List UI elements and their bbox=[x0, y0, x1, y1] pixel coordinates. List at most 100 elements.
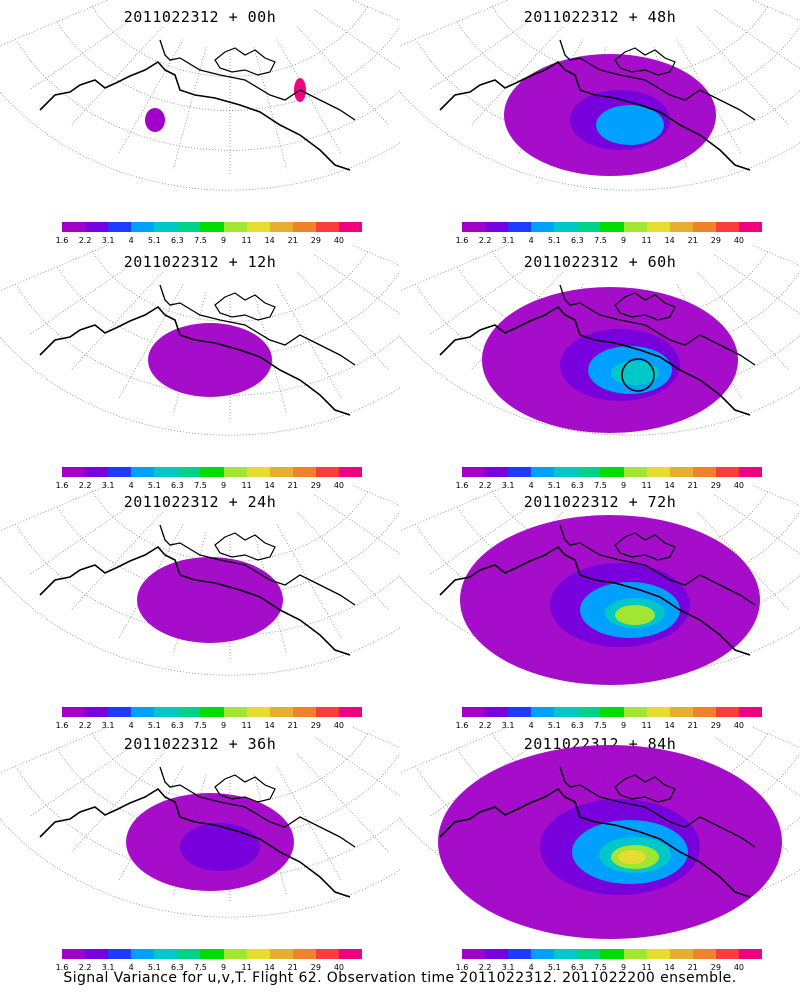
colorbar-swatch bbox=[715, 222, 740, 232]
colorbar-swatch bbox=[554, 949, 578, 959]
colorbar-swatch bbox=[292, 467, 317, 477]
panel-title: 2011022312 + 12h bbox=[123, 253, 277, 271]
colorbar-tick-label: 5.1 bbox=[547, 721, 561, 730]
panel-title: 2011022312 + 60h bbox=[523, 253, 677, 271]
colorbar-tick-label: 9 bbox=[620, 963, 627, 972]
colorbar-tick-label: 11 bbox=[641, 236, 652, 245]
colorbar-swatch bbox=[200, 949, 225, 959]
colorbar-swatch bbox=[62, 707, 86, 717]
colorbar-swatch bbox=[508, 707, 532, 717]
colorbar-tick-label: 4 bbox=[128, 721, 134, 730]
colorbar-tick-label: 3.1 bbox=[501, 481, 515, 490]
colorbar-swatch bbox=[554, 467, 578, 477]
colorbar-tick-label: 2.2 bbox=[78, 236, 92, 245]
forecast-panel: 2011022312 + 24h 1.6 2.2 3.1 4 5.1 6.3 7.5 9 11 14… bbox=[0, 485, 400, 730]
colorbar-tick-label: 4 bbox=[528, 721, 534, 730]
colorbar-swatch bbox=[600, 222, 625, 232]
forecast-panel: 2011022312 + 72h 1.6 2.2 3.1 4 5.1 6.3 7.5 9 11 14… bbox=[400, 485, 800, 730]
colorbar-swatch bbox=[62, 949, 86, 959]
colorbar-tick-label: 29 bbox=[310, 481, 321, 490]
colorbar-tick-label: 21 bbox=[687, 481, 698, 490]
colorbar-tick-label: 3.1 bbox=[501, 963, 515, 972]
colorbar-tick-label: 11 bbox=[241, 481, 252, 490]
colorbar-swatch bbox=[715, 707, 740, 717]
colorbar-swatch bbox=[177, 222, 201, 232]
colorbar bbox=[462, 467, 763, 479]
colorbar-swatch bbox=[177, 707, 201, 717]
colorbar-tick-label: 1.6 bbox=[55, 481, 69, 490]
colorbar-swatch bbox=[692, 467, 717, 477]
colorbar-swatch bbox=[177, 467, 201, 477]
colorbar-swatch bbox=[246, 707, 271, 717]
colorbar-swatch bbox=[738, 707, 763, 717]
colorbar-tick-label: 1.6 bbox=[455, 481, 469, 490]
colorbar bbox=[462, 222, 763, 234]
polar-map bbox=[400, 485, 800, 685]
colorbar-tick-label: 2.2 bbox=[478, 963, 492, 972]
colorbar-tick-label: 4 bbox=[128, 963, 134, 972]
colorbar-tick-label: 11 bbox=[641, 963, 652, 972]
colorbar-tick-label: 14 bbox=[264, 721, 275, 730]
colorbar-swatch bbox=[531, 707, 555, 717]
colorbar-swatch bbox=[108, 222, 132, 232]
polar-map bbox=[400, 727, 800, 939]
colorbar-swatch bbox=[223, 467, 248, 477]
colorbar-tick-label: 7.5 bbox=[194, 721, 207, 730]
colorbar-swatch bbox=[623, 222, 648, 232]
colorbar-tick-label: 7.5 bbox=[194, 236, 207, 245]
colorbar-swatch bbox=[292, 222, 317, 232]
colorbar-tick-label: 1.6 bbox=[455, 236, 469, 245]
colorbar-tick-label: 14 bbox=[664, 963, 675, 972]
colorbar-tick-label: 29 bbox=[310, 236, 321, 245]
colorbar-tick-label: 6.3 bbox=[171, 236, 184, 245]
colorbar-tick-label: 9 bbox=[620, 481, 627, 490]
colorbar-tick-label: 2.2 bbox=[478, 236, 492, 245]
colorbar-swatch bbox=[462, 467, 486, 477]
colorbar bbox=[462, 949, 763, 961]
colorbar-swatch bbox=[154, 222, 178, 232]
colorbar-tick-label: 1.6 bbox=[55, 721, 69, 730]
colorbar-swatch bbox=[338, 467, 363, 477]
colorbar-tick-label: 3.1 bbox=[101, 721, 115, 730]
colorbar bbox=[62, 222, 363, 234]
colorbar-tick-label: 2.2 bbox=[478, 721, 492, 730]
colorbar-swatch bbox=[292, 949, 317, 959]
colorbar-swatch bbox=[338, 707, 363, 717]
colorbar-swatch bbox=[669, 949, 694, 959]
colorbar bbox=[62, 707, 363, 719]
colorbar-tick-label: 3.1 bbox=[101, 963, 115, 972]
colorbar-swatch bbox=[269, 222, 294, 232]
colorbar-tick-label: 40 bbox=[733, 963, 745, 972]
colorbar-tick-label: 1.6 bbox=[455, 963, 469, 972]
colorbar-tick-label: 3.1 bbox=[101, 236, 115, 245]
colorbar-tick-label: 29 bbox=[710, 481, 721, 490]
colorbar-swatch bbox=[485, 467, 509, 477]
colorbar-swatch bbox=[462, 222, 486, 232]
colorbar-swatch bbox=[738, 222, 763, 232]
colorbar-swatch bbox=[692, 707, 717, 717]
colorbar-tick-label: 29 bbox=[310, 721, 321, 730]
colorbar bbox=[62, 949, 363, 961]
colorbar-tick-label: 29 bbox=[710, 963, 721, 972]
colorbar-swatch bbox=[269, 467, 294, 477]
colorbar-swatch bbox=[623, 949, 648, 959]
colorbar-tick-label: 21 bbox=[687, 963, 698, 972]
polar-map bbox=[400, 245, 800, 436]
forecast-panel: 2011022312 + 00h 1.6 2.2 3.1 4 5.1 6.3 7.5 9 11 14… bbox=[0, 0, 400, 245]
colorbar-swatch bbox=[738, 467, 763, 477]
colorbar-tick-label: 40 bbox=[333, 236, 345, 245]
colorbar-swatch bbox=[338, 949, 363, 959]
colorbar-swatch bbox=[600, 707, 625, 717]
colorbar-swatch bbox=[554, 707, 578, 717]
colorbar-tick-label: 7.5 bbox=[594, 481, 607, 490]
colorbar-tick-label: 5.1 bbox=[547, 481, 561, 490]
polar-map bbox=[400, 0, 800, 191]
colorbar-tick-label: 40 bbox=[733, 481, 745, 490]
colorbar-swatch bbox=[223, 707, 248, 717]
colorbar-tick-label: 2.2 bbox=[478, 481, 492, 490]
colorbar-swatch bbox=[692, 949, 717, 959]
colorbar-tick-label: 21 bbox=[687, 721, 698, 730]
colorbar-tick-label: 40 bbox=[333, 721, 345, 730]
colorbar-swatch bbox=[108, 949, 132, 959]
colorbar-tick-label: 14 bbox=[664, 481, 675, 490]
